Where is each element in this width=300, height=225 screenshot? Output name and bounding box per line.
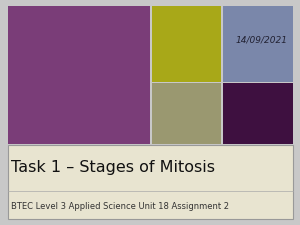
Bar xyxy=(223,83,292,144)
Text: Task 1 – Stages of Mitosis: Task 1 – Stages of Mitosis xyxy=(11,160,214,175)
Bar xyxy=(152,6,221,82)
Bar xyxy=(8,145,292,219)
Text: BTEC Level 3 Applied Science Unit 18 Assignment 2: BTEC Level 3 Applied Science Unit 18 Ass… xyxy=(11,202,229,211)
Text: 14/09/2021: 14/09/2021 xyxy=(235,35,287,44)
Bar xyxy=(8,6,150,144)
Bar xyxy=(152,83,221,144)
Bar xyxy=(223,6,292,82)
